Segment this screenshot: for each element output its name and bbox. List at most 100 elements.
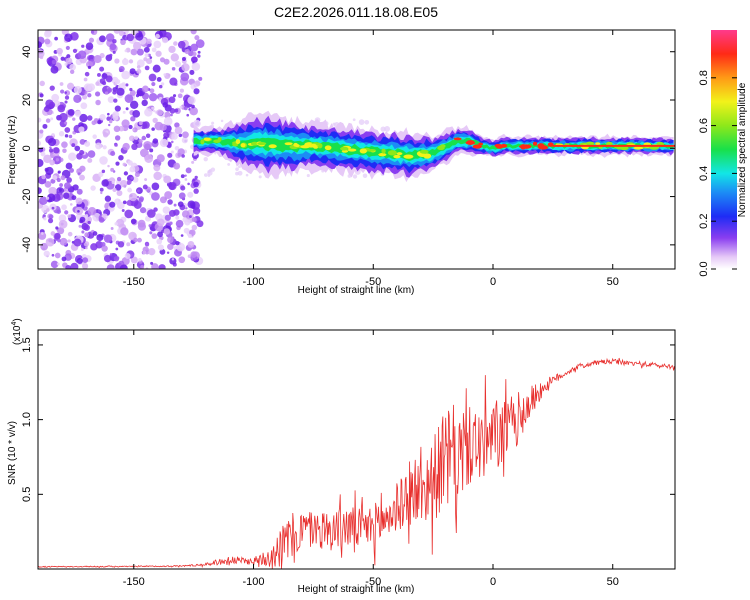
noise-speck	[41, 232, 44, 235]
noise-speck	[99, 35, 106, 43]
noise-speck	[43, 217, 47, 221]
noise-speck	[153, 171, 162, 181]
ridge-hotspot	[585, 141, 595, 146]
noise-speck	[81, 44, 85, 48]
noise-speck	[51, 93, 60, 102]
noise-speck	[174, 108, 179, 113]
noise-speck	[120, 227, 129, 236]
noise-speck	[152, 138, 159, 144]
noise-speck	[138, 139, 143, 144]
noise-speck	[184, 48, 190, 55]
noise-speck	[118, 66, 125, 72]
noise-speck	[48, 186, 57, 196]
noise-speck	[380, 126, 386, 132]
noise-speck	[187, 254, 192, 258]
noise-speck	[106, 264, 115, 269]
noise-speck	[146, 38, 152, 45]
noise-speck	[190, 43, 199, 52]
ridge-hotspot	[284, 142, 293, 146]
noise-speck	[60, 89, 65, 94]
ridge-hotspot	[403, 154, 414, 159]
noise-speck	[150, 261, 154, 265]
noise-speck	[98, 209, 101, 213]
noise-speck	[110, 151, 116, 157]
ridge-hotspot	[453, 137, 462, 141]
noise-speck	[49, 159, 55, 166]
noise-speck	[187, 191, 194, 198]
noise-speck	[235, 167, 239, 171]
noise-speck	[72, 117, 76, 121]
noise-speck	[124, 209, 134, 219]
noise-speck	[56, 209, 62, 214]
noise-speck	[164, 197, 168, 200]
noise-speck	[190, 56, 198, 63]
noise-speck	[44, 30, 52, 38]
noise-speck	[149, 148, 154, 153]
noise-speck	[175, 241, 180, 246]
ridge-hotspot	[532, 141, 538, 146]
noise-speck	[181, 56, 186, 61]
noise-speck	[170, 140, 174, 144]
ridge-hotspot	[419, 149, 429, 154]
spectrogram-heatmap	[38, 30, 675, 269]
noise-speck	[193, 188, 199, 194]
noise-speck	[220, 119, 224, 123]
noise-speck	[227, 162, 231, 166]
colorbar-gradient	[711, 30, 737, 269]
noise-speck	[132, 109, 141, 118]
noise-speck	[67, 231, 73, 237]
noise-speck	[127, 187, 133, 193]
noise-speck	[144, 178, 148, 182]
noise-speck	[64, 91, 67, 94]
noise-speck	[101, 245, 108, 252]
noise-speck	[78, 126, 85, 133]
noise-speck	[42, 123, 48, 129]
noise-speck	[174, 126, 183, 135]
noise-speck	[169, 77, 178, 86]
noise-speck	[70, 262, 79, 269]
noise-speck	[143, 57, 148, 62]
noise-speck	[50, 178, 56, 184]
noise-speck	[174, 145, 180, 151]
noise-speck	[80, 102, 88, 110]
spectrogram-ytick-label: -20	[21, 189, 33, 205]
noise-speck	[61, 256, 67, 262]
noise-speck	[66, 177, 72, 183]
noise-speck	[148, 224, 152, 228]
ridge-hotspot	[295, 144, 300, 148]
ridge-hotspot	[268, 144, 277, 149]
colorbar-tick-label: 0.0	[698, 261, 710, 276]
noise-speck	[128, 192, 138, 202]
noise-speck	[126, 200, 132, 206]
noise-speck	[64, 100, 68, 104]
noise-speck	[152, 64, 161, 73]
noise-speck	[39, 93, 44, 98]
noise-speck	[117, 201, 125, 210]
noise-speck	[65, 45, 70, 51]
noise-speck	[110, 167, 115, 172]
noise-speck	[97, 72, 101, 77]
spectrogram-frame	[37, 29, 676, 270]
noise-speck	[164, 191, 173, 200]
noise-speck	[139, 207, 147, 214]
noise-speck	[169, 108, 176, 114]
noise-speck	[175, 219, 184, 228]
noise-speck	[65, 57, 73, 65]
noise-speck	[187, 182, 190, 186]
noise-speck	[59, 112, 68, 122]
noise-speck	[120, 180, 128, 188]
noise-speck	[190, 30, 197, 35]
noise-speck	[169, 221, 173, 225]
noise-speck	[116, 87, 125, 96]
noise-speck	[121, 58, 129, 66]
noise-speck	[115, 218, 125, 227]
ridge-band	[193, 131, 674, 165]
ridge-hotspot	[235, 139, 241, 145]
noise-speck	[144, 53, 149, 58]
noise-speck	[194, 175, 198, 180]
noise-speck	[112, 90, 117, 95]
noise-speck	[149, 88, 155, 94]
noise-speck	[84, 140, 91, 147]
noise-speck	[164, 214, 171, 221]
noise-speck	[161, 37, 169, 44]
